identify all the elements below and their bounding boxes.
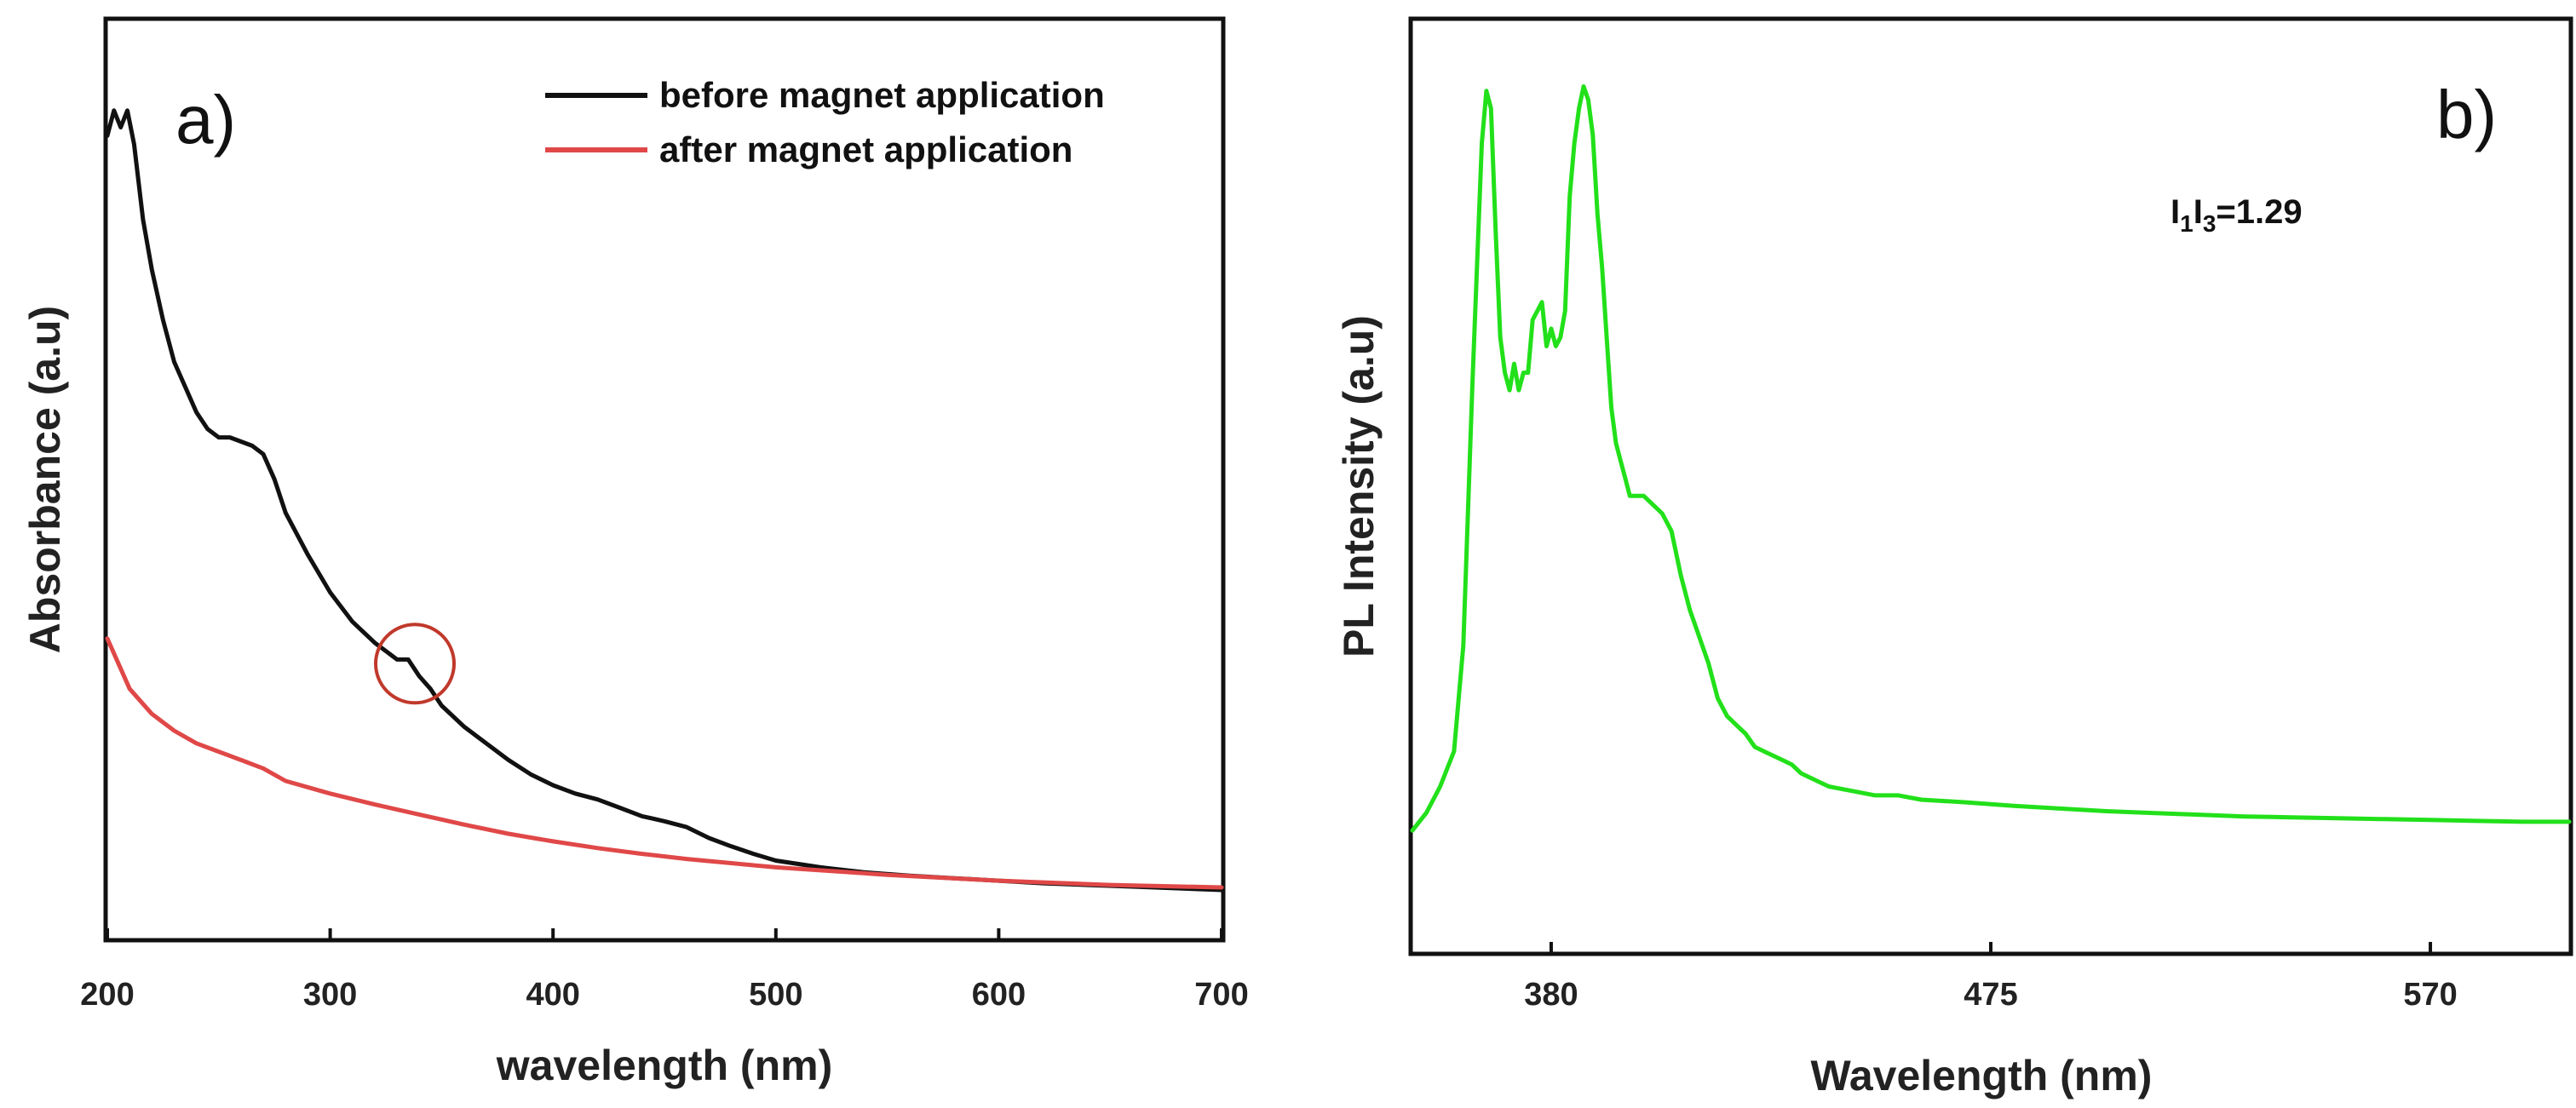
x-tick-label: 475: [1964, 977, 2017, 1013]
x-tick-label: 200: [80, 977, 134, 1013]
y-axis-title-b: PL Intensity (a.u): [1335, 315, 1383, 657]
plot-frame-a: [103, 16, 1226, 943]
series-line-1-0: [1410, 84, 2572, 833]
series-line-0-0: [105, 108, 1224, 893]
legend-a: before magnet application after magnet a…: [545, 75, 1105, 169]
highlight-circle: [374, 623, 457, 705]
x-tick-label: 700: [1194, 977, 1248, 1013]
panel-b: 380 475 570 b) Wavelength (nm) PL Intensit…: [1335, 16, 2573, 1099]
x-ticks-a: 200 300 400 500 600 700: [80, 928, 1249, 1013]
x-tick-label: 570: [2403, 977, 2457, 1013]
intensity-ratio-annotation: I1I3=1.29: [2171, 193, 2303, 237]
x-tick-label: 500: [749, 977, 802, 1013]
x-tick-label: 600: [972, 977, 1026, 1013]
series-group-b: [1410, 84, 2572, 833]
x-tick-label: 300: [303, 977, 357, 1013]
panel-label-b: b): [2436, 77, 2497, 152]
panel-a: 200 300 400 500 600 700 a) wavelength (nm) Ab…: [21, 16, 1249, 1089]
panel-label-a: a): [175, 82, 236, 158]
x-tick-label: 380: [1524, 977, 1578, 1013]
x-tick-label: 400: [526, 977, 579, 1013]
x-ticks-b: 380 475 570: [1524, 942, 2458, 1013]
legend-label-before: before magnet application: [659, 75, 1105, 115]
y-axis-title-a: Absorbance (a.u): [21, 306, 69, 653]
series-line-0-1: [105, 636, 1224, 890]
x-axis-title-b: Wavelength (nm): [1811, 1052, 2153, 1099]
legend-label-after: after magnet application: [659, 129, 1072, 169]
x-axis-title-a: wavelength (nm): [496, 1042, 832, 1089]
series-group-a: [105, 108, 1224, 893]
